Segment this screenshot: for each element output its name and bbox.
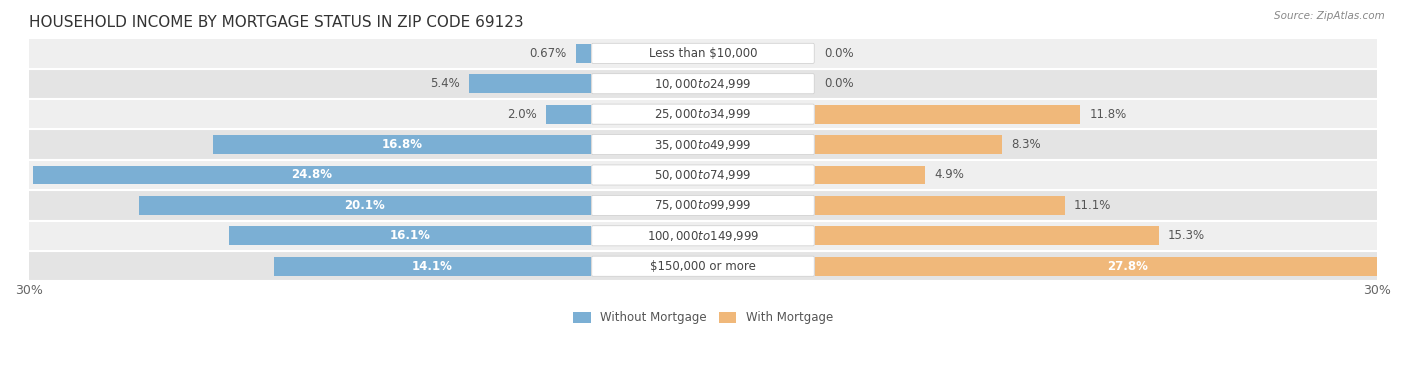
Text: 16.1%: 16.1% [389,229,430,242]
Bar [139,196,591,215]
FancyBboxPatch shape [592,43,814,63]
Bar [30,190,1376,221]
Bar [30,221,1376,251]
Text: 8.3%: 8.3% [1011,138,1040,151]
Text: 2.0%: 2.0% [508,108,537,121]
Bar [30,129,1376,160]
Text: 14.1%: 14.1% [412,260,453,273]
Text: 20.1%: 20.1% [344,199,385,212]
Bar [30,160,1376,190]
Text: 27.8%: 27.8% [1107,260,1149,273]
Bar [229,226,591,245]
Text: HOUSEHOLD INCOME BY MORTGAGE STATUS IN ZIP CODE 69123: HOUSEHOLD INCOME BY MORTGAGE STATUS IN Z… [30,15,523,30]
Legend: Without Mortgage, With Mortgage: Without Mortgage, With Mortgage [568,307,838,329]
Bar [815,105,1080,124]
FancyBboxPatch shape [592,256,814,276]
FancyBboxPatch shape [592,165,814,185]
Text: 11.8%: 11.8% [1090,108,1126,121]
FancyBboxPatch shape [592,195,814,215]
Text: 5.4%: 5.4% [430,77,460,90]
Text: $50,000 to $74,999: $50,000 to $74,999 [654,168,752,182]
Text: 24.8%: 24.8% [291,169,333,181]
Text: $25,000 to $34,999: $25,000 to $34,999 [654,107,752,121]
Bar [30,38,1376,69]
Bar [34,166,591,184]
Text: Source: ZipAtlas.com: Source: ZipAtlas.com [1274,11,1385,21]
Bar [815,196,1064,215]
Text: $75,000 to $99,999: $75,000 to $99,999 [654,198,752,212]
Bar [274,257,591,276]
Bar [815,135,1002,154]
Bar [214,135,591,154]
Bar [815,166,925,184]
Text: 16.8%: 16.8% [381,138,422,151]
Text: $150,000 or more: $150,000 or more [650,260,756,273]
FancyBboxPatch shape [592,104,814,124]
Text: 11.1%: 11.1% [1074,199,1111,212]
Text: 15.3%: 15.3% [1168,229,1205,242]
FancyBboxPatch shape [592,74,814,94]
Bar [470,74,591,93]
Bar [815,257,1406,276]
Text: Less than $10,000: Less than $10,000 [648,47,758,60]
Bar [30,251,1376,281]
Bar [30,69,1376,99]
Text: $10,000 to $24,999: $10,000 to $24,999 [654,77,752,91]
Bar [815,226,1159,245]
Text: 0.0%: 0.0% [824,77,853,90]
Text: 0.67%: 0.67% [530,47,567,60]
Bar [575,44,591,63]
Text: 4.9%: 4.9% [935,169,965,181]
Bar [30,99,1376,129]
Bar [546,105,591,124]
FancyBboxPatch shape [592,226,814,246]
Text: 0.0%: 0.0% [824,47,853,60]
Text: $35,000 to $49,999: $35,000 to $49,999 [654,138,752,152]
Text: $100,000 to $149,999: $100,000 to $149,999 [647,229,759,243]
FancyBboxPatch shape [592,135,814,155]
